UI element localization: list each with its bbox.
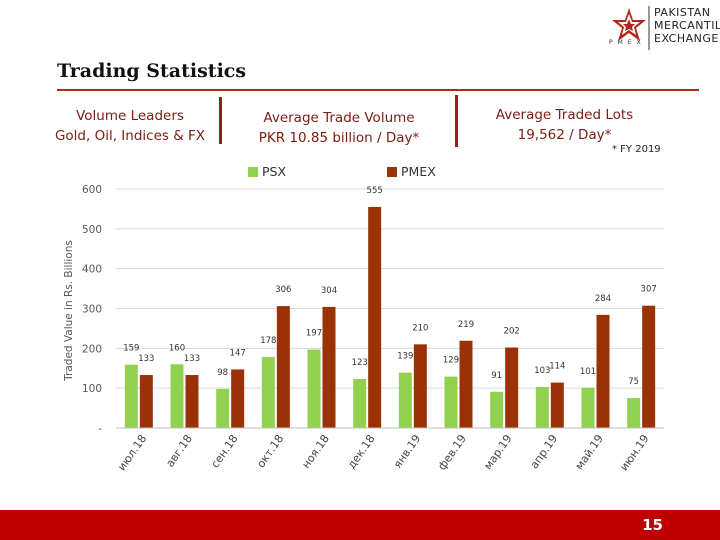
bar-pmex [596,314,610,428]
legend-swatch-pmex [387,167,397,177]
x-tick-label: янв.19 [391,432,423,470]
pmex-logo [612,6,650,50]
data-label-psx: 91 [491,371,502,381]
bar-pmex [413,344,427,428]
bar-psx [170,364,184,428]
legend-psx: PSX [248,164,286,179]
bar-psx [535,386,549,428]
stat-divider [219,97,222,144]
x-tick-label: фев.19 [435,432,469,472]
bar-pmex [550,382,564,428]
y-tick-label: 500 [82,224,102,236]
bar-psx [307,349,321,428]
page-title: Trading Statistics [57,60,247,82]
y-tick-label: - [98,423,102,435]
data-label-pmex: 219 [458,320,474,330]
y-tick-label: 600 [82,184,102,196]
stat-heading: Volume Leaders [76,108,184,124]
data-label-psx: 75 [628,377,639,387]
data-label-psx: 160 [169,343,185,353]
stat-heading: Average Trade Volume [263,110,415,126]
bar-pmex [276,306,290,428]
data-label-pmex: 210 [412,323,428,333]
data-label-psx: 103 [534,366,550,376]
x-tick-label: май.19 [573,432,606,472]
x-tick-label: ноя.18 [299,432,331,471]
data-label-pmex: 284 [595,294,611,304]
bar-psx [261,357,275,428]
title-underline [57,89,699,91]
stat-heading: Average Traded Lots [495,107,634,123]
legend-label: PMEX [401,164,436,179]
y-tick-label: 300 [82,304,102,316]
data-label-pmex: 307 [641,285,657,295]
x-tick-label: сен.18 [208,432,240,470]
bar-psx [398,372,412,428]
logo-letters: PMEX [609,39,646,46]
data-label-pmex: 555 [367,186,383,196]
data-label-psx: 98 [217,368,228,378]
legend-pmex: PMEX [387,164,436,179]
bar-psx [444,376,458,428]
bar-psx [581,387,595,428]
y-axis-title: Traded Value in Rs. Billions [63,240,75,382]
bar-pmex [185,375,199,428]
legend-swatch-psx [248,167,258,177]
legend-label: PSX [262,164,287,179]
data-label-pmex: 306 [275,285,291,295]
stat-average-trade-volume: Average Trade Volume PKR 10.85 billion /… [238,108,440,148]
stat-divider [455,95,458,147]
bar-psx [216,388,230,428]
data-label-psx: 178 [260,336,276,346]
data-label-pmex: 202 [504,327,520,337]
y-tick-label: 100 [82,383,102,395]
data-label-pmex: 133 [138,354,154,364]
bar-pmex [139,375,153,428]
y-tick-label: 200 [82,343,102,355]
bar-pmex [368,206,382,428]
stat-value: Gold, Oil, Indices & FX [54,128,206,144]
bar-pmex [322,306,336,428]
bar-psx [124,364,138,428]
bar-pmex [642,305,656,428]
data-label-psx: 197 [306,329,322,339]
y-tick-label: 400 [82,264,102,276]
bar-psx [490,391,504,428]
bar-psx [353,379,367,428]
bar-pmex [459,340,473,428]
stat-value: PKR 10.85 billion / Day* [258,130,420,146]
x-tick-label: мар.19 [481,432,514,472]
data-label-psx: 123 [352,358,368,368]
data-label-pmex: 304 [321,286,337,296]
star-icon [612,8,646,41]
stat-value: 19,562 / Day* [517,127,612,143]
footer-bar: 15 [0,510,720,540]
page-number: 15 [642,516,663,534]
bar-pmex [231,369,245,428]
x-tick-label: дек.18 [345,432,378,471]
x-tick-label: авг.18 [163,432,195,469]
stat-volume-leaders: Volume Leaders Gold, Oil, Indices & FX [40,106,220,146]
data-label-psx: 129 [443,356,459,366]
data-label-pmex: 114 [549,362,565,372]
x-tick-label: июл.18 [115,432,149,473]
fy-footnote: * FY 2019 [612,144,661,155]
data-label-psx: 159 [123,344,139,354]
bar-pmex [505,347,519,428]
logo-line-3: EXCHANGE [654,32,719,45]
x-tick-label: апр.19 [528,432,561,471]
bar-psx [627,398,641,428]
stat-average-traded-lots: Average Traded Lots 19,562 / Day* [472,105,657,145]
data-label-pmex: 147 [230,348,246,358]
data-label-pmex: 133 [184,354,200,364]
x-tick-label: окт.18 [254,432,286,470]
data-label-psx: 101 [580,367,596,377]
logo-line-1: PAKISTAN [654,6,711,19]
x-tick-label: июн.19 [617,432,651,473]
data-label-psx: 139 [397,352,413,362]
